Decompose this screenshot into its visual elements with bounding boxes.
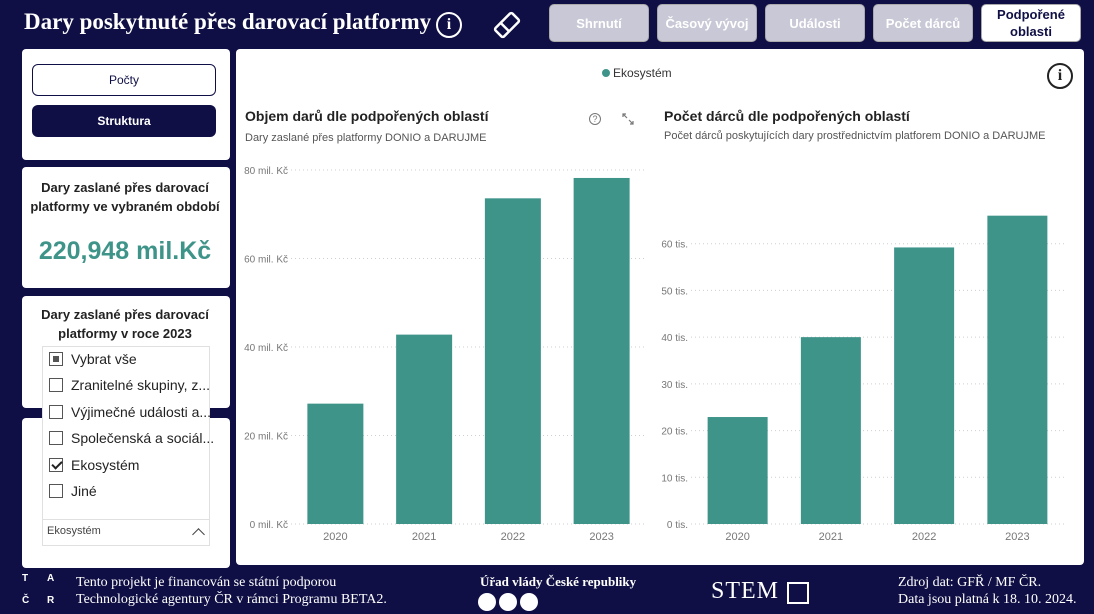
y-tick-label: 20 mil. Kč: [244, 432, 288, 443]
y-tick-label: 40 mil. Kč: [244, 343, 288, 354]
y-tick-label: 0 mil. Kč: [250, 520, 288, 531]
x-tick-label: 2023: [589, 531, 613, 543]
kpi-card: Dary zaslané přes darovací platformy ve …: [22, 167, 230, 288]
right-chart-subtitle: Počet dárců poskytujících dary prostředn…: [664, 130, 1046, 142]
kpi-value: 220,948 mil.Kč: [38, 237, 212, 265]
left-chart-subtitle: Dary zaslané přes platformy DONIO a DARU…: [245, 132, 487, 144]
tacr-logo-letter: Č: [22, 595, 30, 606]
view-toggle-panel: Počty Struktura: [22, 49, 230, 160]
checkbox-icon: [49, 352, 63, 366]
right-chart-title: Počet dárců dle podpořených oblastí: [664, 108, 910, 124]
legend-marker: [602, 69, 610, 77]
y-tick-label: 30 tis.: [661, 380, 688, 391]
footer: T A Č R Tento projekt je financován se s…: [0, 566, 1094, 614]
x-tick-label: 2023: [1005, 531, 1029, 543]
bar[interactable]: [573, 177, 630, 524]
stem-logo: STEM: [711, 578, 780, 604]
left-chart-title: Objem darů dle podpořených oblastí: [245, 108, 489, 124]
y-tick-label: 80 mil. Kč: [244, 166, 288, 177]
tacr-logo-letter: T: [22, 573, 29, 584]
checkbox-checked-icon: [49, 458, 63, 472]
top-bar: Dary poskytnuté přes darovací platformy …: [0, 0, 1094, 50]
tab-donor-count[interactable]: Počet dárců: [873, 4, 973, 42]
legend-label: Ekosystém: [613, 66, 672, 80]
x-tick-label: 2020: [323, 531, 347, 543]
x-tick-label: 2020: [725, 531, 749, 543]
x-tick-label: 2021: [412, 531, 436, 543]
y-tick-label: 50 tis.: [661, 286, 688, 297]
tacr-logo-letter: A: [47, 573, 55, 584]
eu-stars-icon: [499, 593, 517, 611]
checkbox-icon: [49, 378, 63, 392]
divider: [43, 519, 209, 520]
structure-button[interactable]: Struktura: [32, 105, 216, 137]
right-bar-chart[interactable]: 0 tis. 10 tis. 20 tis. 30 tis. 40 tis. 50 tis…: [656, 159, 1081, 549]
bar[interactable]: [484, 198, 541, 524]
slicer-option-other[interactable]: Jiné: [49, 480, 97, 502]
help-icon[interactable]: ?: [589, 113, 601, 125]
y-tick-label: 40 tis.: [661, 333, 688, 344]
partner-logos: [478, 593, 538, 611]
bar[interactable]: [707, 417, 768, 524]
expand-icon[interactable]: [621, 112, 635, 126]
bar[interactable]: [800, 337, 861, 524]
eraser-icon[interactable]: [490, 8, 524, 42]
info-icon[interactable]: i: [1047, 63, 1073, 89]
data-source: Zdroj dat: GFŘ / MF ČR. Data jsou platná…: [898, 575, 1077, 607]
bar[interactable]: [987, 215, 1048, 525]
y-tick-label: 60 tis.: [661, 240, 688, 251]
tab-summary[interactable]: Shrnutí: [549, 4, 649, 42]
page-title: Dary poskytnuté přes darovací platformy: [24, 9, 432, 34]
gov-office-label: Úřad vlády České republiky: [480, 574, 637, 589]
slicer-option-vulnerable-groups[interactable]: Zranitelné skupiny, z...: [49, 374, 210, 396]
x-tick-label: 2021: [819, 531, 843, 543]
area-slicer[interactable]: Vybrat vše Zranitelné skupiny, z... Výji…: [42, 346, 214, 546]
x-tick-label: 2022: [912, 531, 936, 543]
counts-button[interactable]: Počty: [32, 64, 216, 96]
bar[interactable]: [894, 247, 955, 524]
slicer-option-social[interactable]: Společenská a sociál...: [49, 427, 214, 449]
tab-time-trend[interactable]: Časový vývoj: [657, 4, 757, 42]
info-emblem-icon: [520, 593, 538, 611]
checkbox-icon: [49, 431, 63, 445]
y-tick-label: 60 mil. Kč: [244, 255, 288, 266]
bar[interactable]: [307, 403, 364, 524]
checkbox-icon: [49, 484, 63, 498]
y-tick-label: 0 tis.: [667, 520, 688, 531]
chart-panel: Ekosystém i Objem darů dle podpořených o…: [236, 49, 1084, 565]
emblem-icon: [478, 593, 496, 611]
chevron-up-icon[interactable]: [192, 528, 205, 541]
info-icon[interactable]: i: [436, 12, 462, 38]
checkbox-icon: [49, 405, 63, 419]
funding-note: Tento projekt je financován se státní po…: [76, 575, 387, 607]
tacr-logo-letter: R: [47, 595, 55, 606]
slicer-option-ecosystem[interactable]: Ekosystém: [49, 454, 139, 476]
slicer-title: Dary zaslané přes darovací platformy v r…: [41, 307, 209, 341]
tree-logo-icon: [787, 582, 809, 604]
bar[interactable]: [396, 334, 453, 524]
x-tick-label: 2022: [501, 531, 525, 543]
tab-supported-areas[interactable]: Podpořené oblasti: [981, 4, 1081, 42]
slicer-option-exceptional-events[interactable]: Výjimečné události a...: [49, 401, 211, 423]
y-tick-label: 20 tis.: [661, 427, 688, 438]
legend[interactable]: Ekosystém: [602, 66, 672, 80]
slicer-option-select-all[interactable]: Vybrat vše: [49, 348, 137, 370]
y-tick-label: 10 tis.: [661, 473, 688, 484]
tab-events[interactable]: Události: [765, 4, 865, 42]
kpi-label: Dary zaslané přes darovací platformy ve …: [30, 180, 220, 214]
slicer-selected-value: Ekosystém: [47, 525, 101, 537]
left-bar-chart[interactable]: 0 mil. Kč 20 mil. Kč 40 mil. Kč 60 mil. Kč 8…: [236, 159, 656, 549]
